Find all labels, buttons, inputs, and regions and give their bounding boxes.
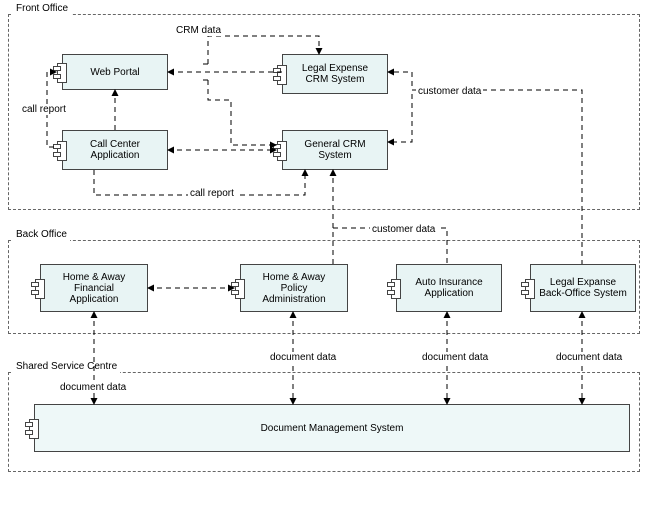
edge-label-cust-data-top: customer data [416, 86, 483, 97]
node-auto-ins: Auto Insurance Application [396, 264, 502, 312]
node-label: Home & Away Financial Application [63, 272, 126, 305]
node-label: Legal Expanse Back-Office System [539, 277, 627, 299]
group-title: Shared Service Centre [13, 361, 120, 373]
group-title: Back Office [13, 229, 70, 241]
node-web-portal: Web Portal [62, 54, 168, 90]
edge-label-call-report-l: call report [20, 104, 68, 115]
edge-label-doc-data-4: document data [554, 352, 624, 363]
node-legal-back: Legal Expanse Back-Office System [530, 264, 636, 312]
node-label: Document Management System [261, 423, 404, 434]
edge-label-call-report-b: call report [188, 188, 236, 199]
group-title: Front Office [13, 3, 71, 15]
node-label: Auto Insurance Application [415, 277, 482, 299]
node-hna-fin: Home & Away Financial Application [40, 264, 148, 312]
edge-label-cust-data-mid: customer data [370, 224, 437, 235]
node-label: Web Portal [90, 67, 139, 78]
node-label: Legal Expense CRM System [302, 63, 368, 85]
edge-label-doc-data-3: document data [420, 352, 490, 363]
node-legal-crm: Legal Expense CRM System [282, 54, 388, 94]
node-label: Home & Away Policy Administration [262, 272, 325, 305]
edge-label-doc-data-2: document data [268, 352, 338, 363]
node-label: Call Center Application [90, 139, 140, 161]
group-front-office: Front Office [8, 14, 640, 210]
edge-label-doc-data-1: document data [58, 382, 128, 393]
node-general-crm: General CRM System [282, 130, 388, 170]
node-label: General CRM System [304, 139, 365, 161]
edge-label-crm-data: CRM data [174, 25, 223, 36]
node-doc-mgmt: Document Management System [34, 404, 630, 452]
node-hna-policy: Home & Away Policy Administration [240, 264, 348, 312]
node-call-center: Call Center Application [62, 130, 168, 170]
